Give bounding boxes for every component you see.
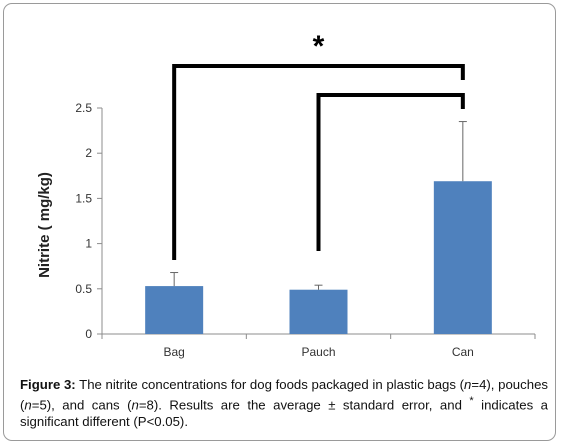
caption-text: =8). Results are the average ± standard … <box>138 397 470 413</box>
chart-bars <box>145 181 492 334</box>
y-axis-title: Nitrite ( mg/kg) <box>36 172 53 278</box>
bar-pauch <box>289 289 348 334</box>
chart-error-bars <box>170 121 467 290</box>
caption-text: The nitrite concentrations for dog foods… <box>75 377 465 392</box>
caption-significance-star: * <box>469 395 474 407</box>
y-tick-label: 2 <box>85 146 92 160</box>
caption-text: =4), pouches ( <box>20 377 548 413</box>
caption-text: indicates a significant different (P<0.0… <box>20 397 548 430</box>
chart-labels: 0 0.5 1 1.5 2 2.5 Bag Pauch Can Nitrite ( mg/kg) <box>36 101 474 359</box>
caption-n-cans: n <box>131 397 139 413</box>
x-tick-label: Bag <box>163 345 184 359</box>
caption-n-pouches: n <box>24 397 32 413</box>
significance-bracket <box>172 64 465 260</box>
y-tick-label: 0.5 <box>75 282 92 296</box>
bar-can <box>433 181 492 334</box>
significance-star: * <box>313 30 325 63</box>
y-tick-label: 1 <box>85 237 92 251</box>
figure-caption: Figure 3: The nitrite concentrations for… <box>20 376 548 430</box>
x-tick-label: Can <box>452 345 474 359</box>
y-tick-label: 0 <box>85 327 92 341</box>
significance-brackets: * <box>172 30 465 260</box>
bar-chart: * 0 0.5 1 1.5 2 2.5 Bag Pauch Can Nitrite ( mg/kg… <box>36 30 536 359</box>
caption-text: =5), and cans ( <box>31 397 132 413</box>
caption-label: Figure 3: <box>20 377 76 392</box>
caption-n-bags: n <box>464 377 472 392</box>
x-tick-label: Pauch <box>301 345 335 359</box>
y-tick-label: 1.5 <box>75 191 92 205</box>
y-tick-label: 2.5 <box>75 101 92 115</box>
significance-bracket <box>316 93 465 251</box>
bar-bag <box>145 286 204 334</box>
